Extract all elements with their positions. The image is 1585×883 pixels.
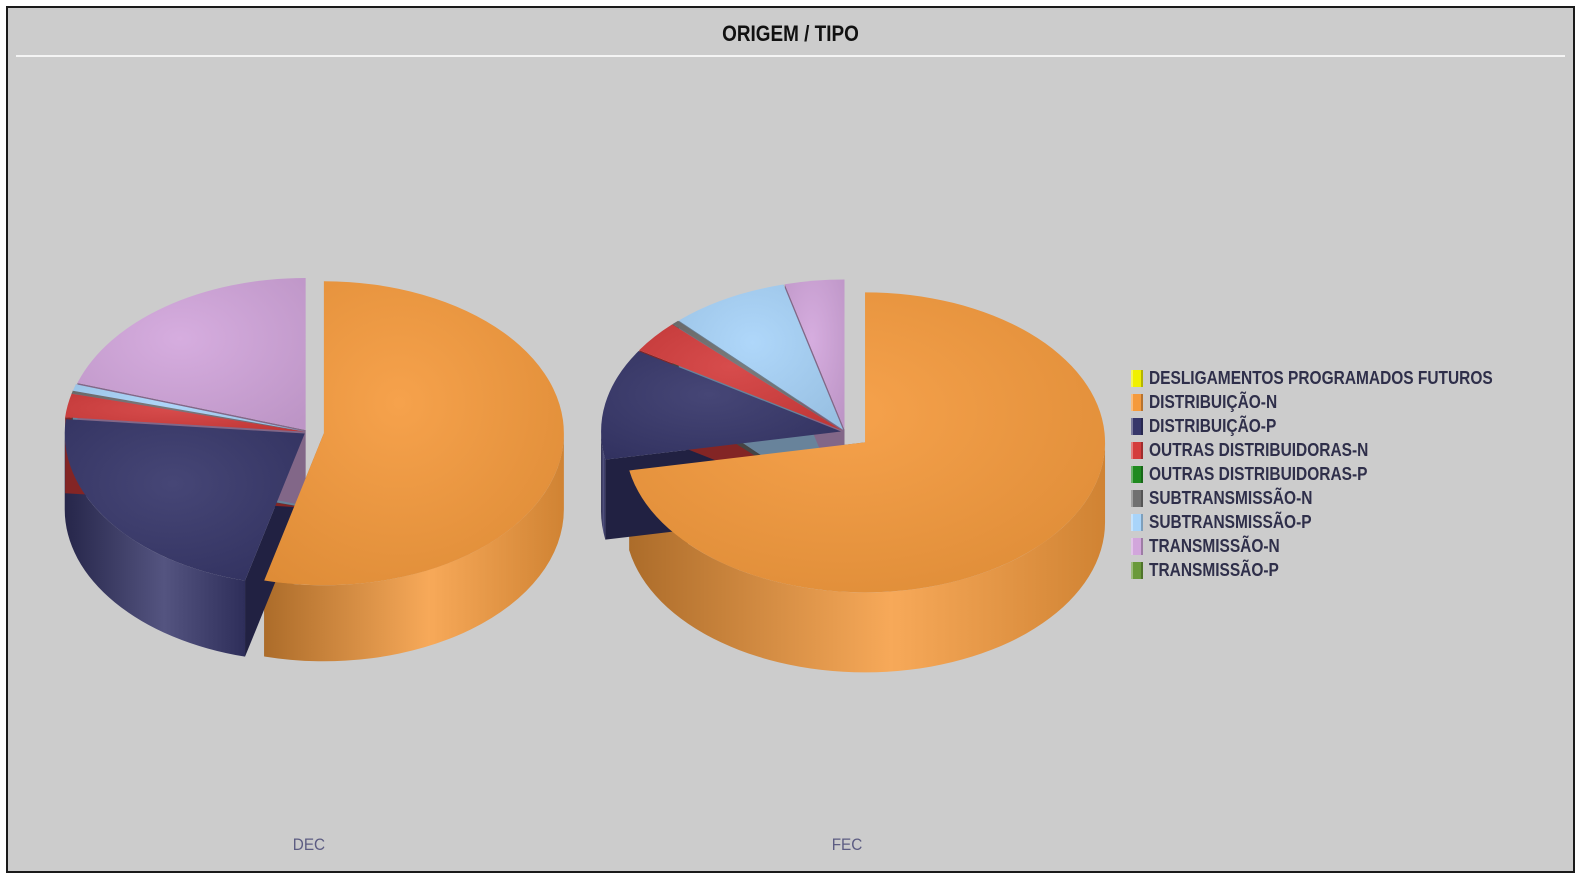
legend-swatch	[1131, 393, 1143, 411]
legend-item[interactable]: TRANSMISSÃO-P	[1131, 558, 1549, 582]
legend-swatch	[1131, 489, 1143, 507]
legend-item[interactable]: SUBTRANSMISSÃO-P	[1131, 510, 1549, 534]
title-divider	[16, 55, 1565, 57]
legend-item[interactable]: DISTRIBUIÇÃO-P	[1131, 414, 1549, 438]
legend-swatch	[1131, 561, 1143, 579]
pie-slice-transmissao-n[interactable]	[77, 277, 306, 430]
dec-pie-chart	[64, 277, 564, 662]
legend-swatch	[1131, 441, 1143, 459]
legend-label: SUBTRANSMISSÃO-P	[1149, 511, 1312, 532]
pie-slice-subtransmissao-n[interactable]	[71, 390, 305, 432]
chart-legend: DESLIGAMENTOS PROGRAMADOS FUTUROS DISTRI…	[1131, 366, 1549, 582]
legend-label: OUTRAS DISTRIBUIDORAS-P	[1149, 463, 1368, 484]
legend-swatch	[1131, 513, 1143, 531]
pie-slice-distribuicao-n[interactable]	[264, 281, 564, 586]
legend-item[interactable]: SUBTRANSMISSÃO-N	[1131, 486, 1549, 510]
pie-slice-outras-distribuidoras-n[interactable]	[639, 324, 842, 431]
legend-label: TRANSMISSÃO-N	[1149, 535, 1280, 556]
pie-slice-distribuicao-p[interactable]	[601, 351, 842, 460]
pie-slice-subtransmissao-n[interactable]	[672, 320, 843, 431]
legend-swatch	[1131, 369, 1143, 387]
chart-title: ORIGEM / TIPO	[722, 21, 859, 46]
legend-swatch	[1131, 537, 1143, 555]
pie-slice-distribuicao-n[interactable]	[629, 292, 1106, 593]
legend-label: OUTRAS DISTRIBUIDORAS-N	[1149, 439, 1369, 460]
fec-pie-label: FEC	[831, 835, 863, 854]
legend-item[interactable]: DESLIGAMENTOS PROGRAMADOS FUTUROS	[1131, 366, 1549, 390]
pie-slice-transmissao-n[interactable]	[784, 279, 845, 430]
legend-item[interactable]: OUTRAS DISTRIBUIDORAS-N	[1131, 438, 1549, 462]
pie-slice-outras-distribuidoras-n[interactable]	[65, 393, 305, 432]
pie-slice-distribuicao-p[interactable]	[64, 419, 305, 581]
pie-slice-subtransmissao-p[interactable]	[72, 384, 305, 432]
legend-swatch	[1131, 417, 1143, 435]
legend-item[interactable]: OUTRAS DISTRIBUIDORAS-P	[1131, 462, 1549, 486]
dec-pie-label: DEC	[292, 835, 326, 854]
legend-label: DESLIGAMENTOS PROGRAMADOS FUTUROS	[1149, 367, 1493, 388]
fec-pie-chart	[601, 279, 1106, 673]
legend-label: DISTRIBUIÇÃO-P	[1149, 415, 1277, 436]
legend-swatch	[1131, 465, 1143, 483]
legend-label: TRANSMISSÃO-P	[1149, 559, 1279, 580]
legend-label: DISTRIBUIÇÃO-N	[1149, 391, 1278, 412]
legend-item[interactable]: TRANSMISSÃO-N	[1131, 534, 1549, 558]
legend-label: SUBTRANSMISSÃO-N	[1149, 487, 1313, 508]
legend-item[interactable]: DISTRIBUIÇÃO-N	[1131, 390, 1549, 414]
pie-slice-subtransmissao-p[interactable]	[678, 284, 844, 430]
